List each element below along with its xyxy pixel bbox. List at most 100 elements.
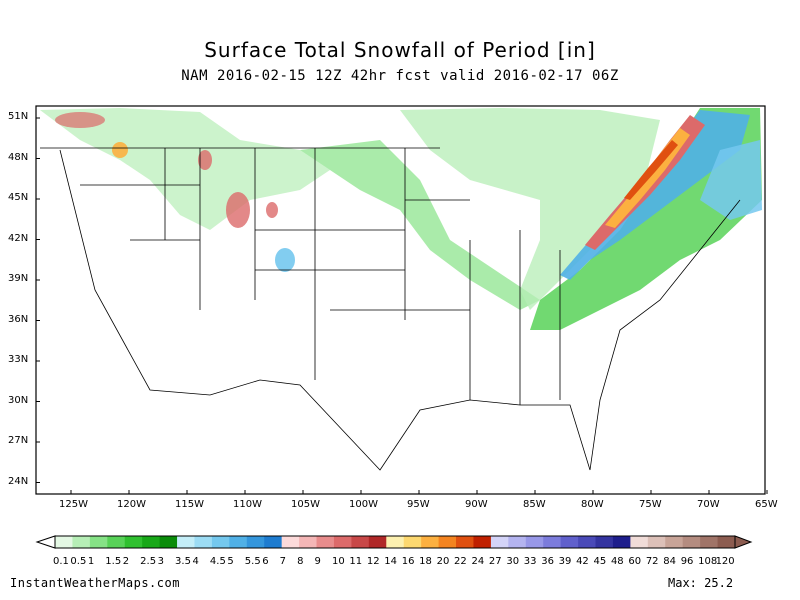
- legend-label: 1: [87, 556, 95, 567]
- legend-swatch: [264, 536, 283, 548]
- legend-swatch: [55, 536, 73, 548]
- lat-label: 51N: [8, 111, 29, 122]
- legend-swatch: [89, 536, 108, 548]
- legend-label: 27: [488, 556, 502, 567]
- axis-ticks: [36, 117, 768, 494]
- snow-spot-cascades: [112, 142, 128, 158]
- lat-label: 42N: [8, 232, 29, 244]
- snow-spot-idaho: [198, 150, 212, 170]
- snow-spot-colorado: [275, 248, 295, 272]
- legend-swatch: [107, 536, 126, 548]
- legend-swatch: [177, 536, 195, 548]
- legend-label: 0.1: [53, 556, 69, 567]
- legend-label: 72: [645, 556, 659, 567]
- lat-label: 27N: [8, 435, 29, 446]
- legend-swatch: [403, 536, 422, 548]
- legend-label: 4: [192, 556, 199, 567]
- legend-swatch: [543, 536, 562, 548]
- legend-swatch: [351, 536, 370, 548]
- lat-label: 33N: [8, 354, 29, 365]
- legend-label: 3.5: [175, 556, 191, 567]
- max-label: Max:: [668, 576, 697, 590]
- legend-swatch: [333, 536, 352, 548]
- legend-label: 48: [610, 556, 624, 567]
- site-credit: InstantWeatherMaps.com: [10, 576, 180, 590]
- legend-label: 30: [506, 556, 520, 567]
- legend-swatch: [421, 536, 440, 548]
- lon-label: 125W: [59, 499, 88, 510]
- legend-swatch: [595, 536, 614, 548]
- legend-swatch: [72, 536, 91, 548]
- legend-swatch: [438, 536, 457, 548]
- snowfall-shading: [40, 108, 762, 330]
- legend-swatch: [682, 536, 701, 548]
- lon-label: 105W: [291, 499, 320, 510]
- legend-label: 84: [663, 556, 676, 567]
- legend-label: 3: [157, 556, 164, 567]
- state-lines: [80, 148, 561, 405]
- map-frame: [35, 105, 766, 495]
- snow-area-northeast-max: [624, 140, 678, 200]
- lon-label: 90W: [465, 499, 488, 510]
- lon-label: 65W: [755, 499, 778, 510]
- legend-label: 8: [297, 556, 304, 567]
- legend-swatch: [490, 536, 509, 548]
- legend-swatch: [647, 536, 666, 548]
- legend-label: 5.5: [244, 556, 261, 567]
- legend-swatch: [456, 536, 474, 548]
- legend-swatch: [194, 536, 213, 548]
- legend-label: 120: [715, 556, 735, 567]
- legend-swatch: [124, 536, 143, 548]
- legend-swatch: [665, 536, 684, 548]
- legend-label: 60: [628, 556, 642, 567]
- lon-label: 85W: [523, 499, 546, 510]
- legend-label: 39: [558, 556, 572, 567]
- legend-swatch: [142, 536, 161, 548]
- lon-label: 80W: [581, 499, 604, 510]
- legend-label: 20: [436, 556, 450, 567]
- legend-label: 9: [314, 556, 321, 567]
- legend-swatch: [508, 536, 527, 548]
- snow-spot-bighorn: [266, 202, 278, 218]
- legend-label: 42: [576, 556, 589, 567]
- legend-label: 2.5: [140, 556, 157, 567]
- legend-swatch: [612, 536, 631, 548]
- max-value: 25.2: [704, 576, 734, 590]
- legend-label: 108: [698, 556, 718, 567]
- legend-label: 45: [593, 556, 607, 567]
- lat-label: 30N: [8, 394, 29, 406]
- legend-swatch: [316, 536, 335, 548]
- lon-label: 115W: [175, 499, 204, 510]
- legend-label: 14: [384, 556, 398, 567]
- legend-label: 33: [523, 556, 537, 567]
- snow-area-great-lakes: [400, 108, 660, 310]
- legend-swatch: [525, 536, 544, 548]
- lon-label: 120W: [117, 499, 146, 510]
- snow-area-northwest: [40, 108, 330, 230]
- legend-swatch: [159, 536, 178, 548]
- legend-swatch: [630, 536, 649, 548]
- legend-swatch: [299, 536, 318, 548]
- map-title: Surface Total Snowfall of Period [in]: [204, 38, 596, 62]
- legend-label: 6: [262, 556, 269, 567]
- lat-label: 48N: [8, 151, 29, 163]
- snow-area-plains: [300, 140, 540, 310]
- legend-swatch: [229, 536, 248, 548]
- lon-label: 100W: [349, 499, 378, 510]
- legend-label: 7: [279, 556, 287, 567]
- legend-label: 4.5: [209, 556, 226, 567]
- lat-label: 36N: [8, 313, 29, 325]
- legend-label: 24: [471, 556, 485, 567]
- snow-spot-bc: [55, 112, 105, 128]
- legend-swatch: [281, 536, 300, 548]
- legend-swatch: [560, 536, 579, 548]
- legend-swatch: [386, 536, 405, 548]
- snow-spot-wyoming: [226, 192, 250, 228]
- lon-label: 95W: [407, 499, 430, 510]
- legend-label: 12: [366, 556, 380, 567]
- legend-label: 18: [419, 556, 432, 567]
- legend-label: 36: [541, 556, 554, 567]
- legend-label: 11: [349, 556, 363, 567]
- legend-outline: [54, 535, 736, 549]
